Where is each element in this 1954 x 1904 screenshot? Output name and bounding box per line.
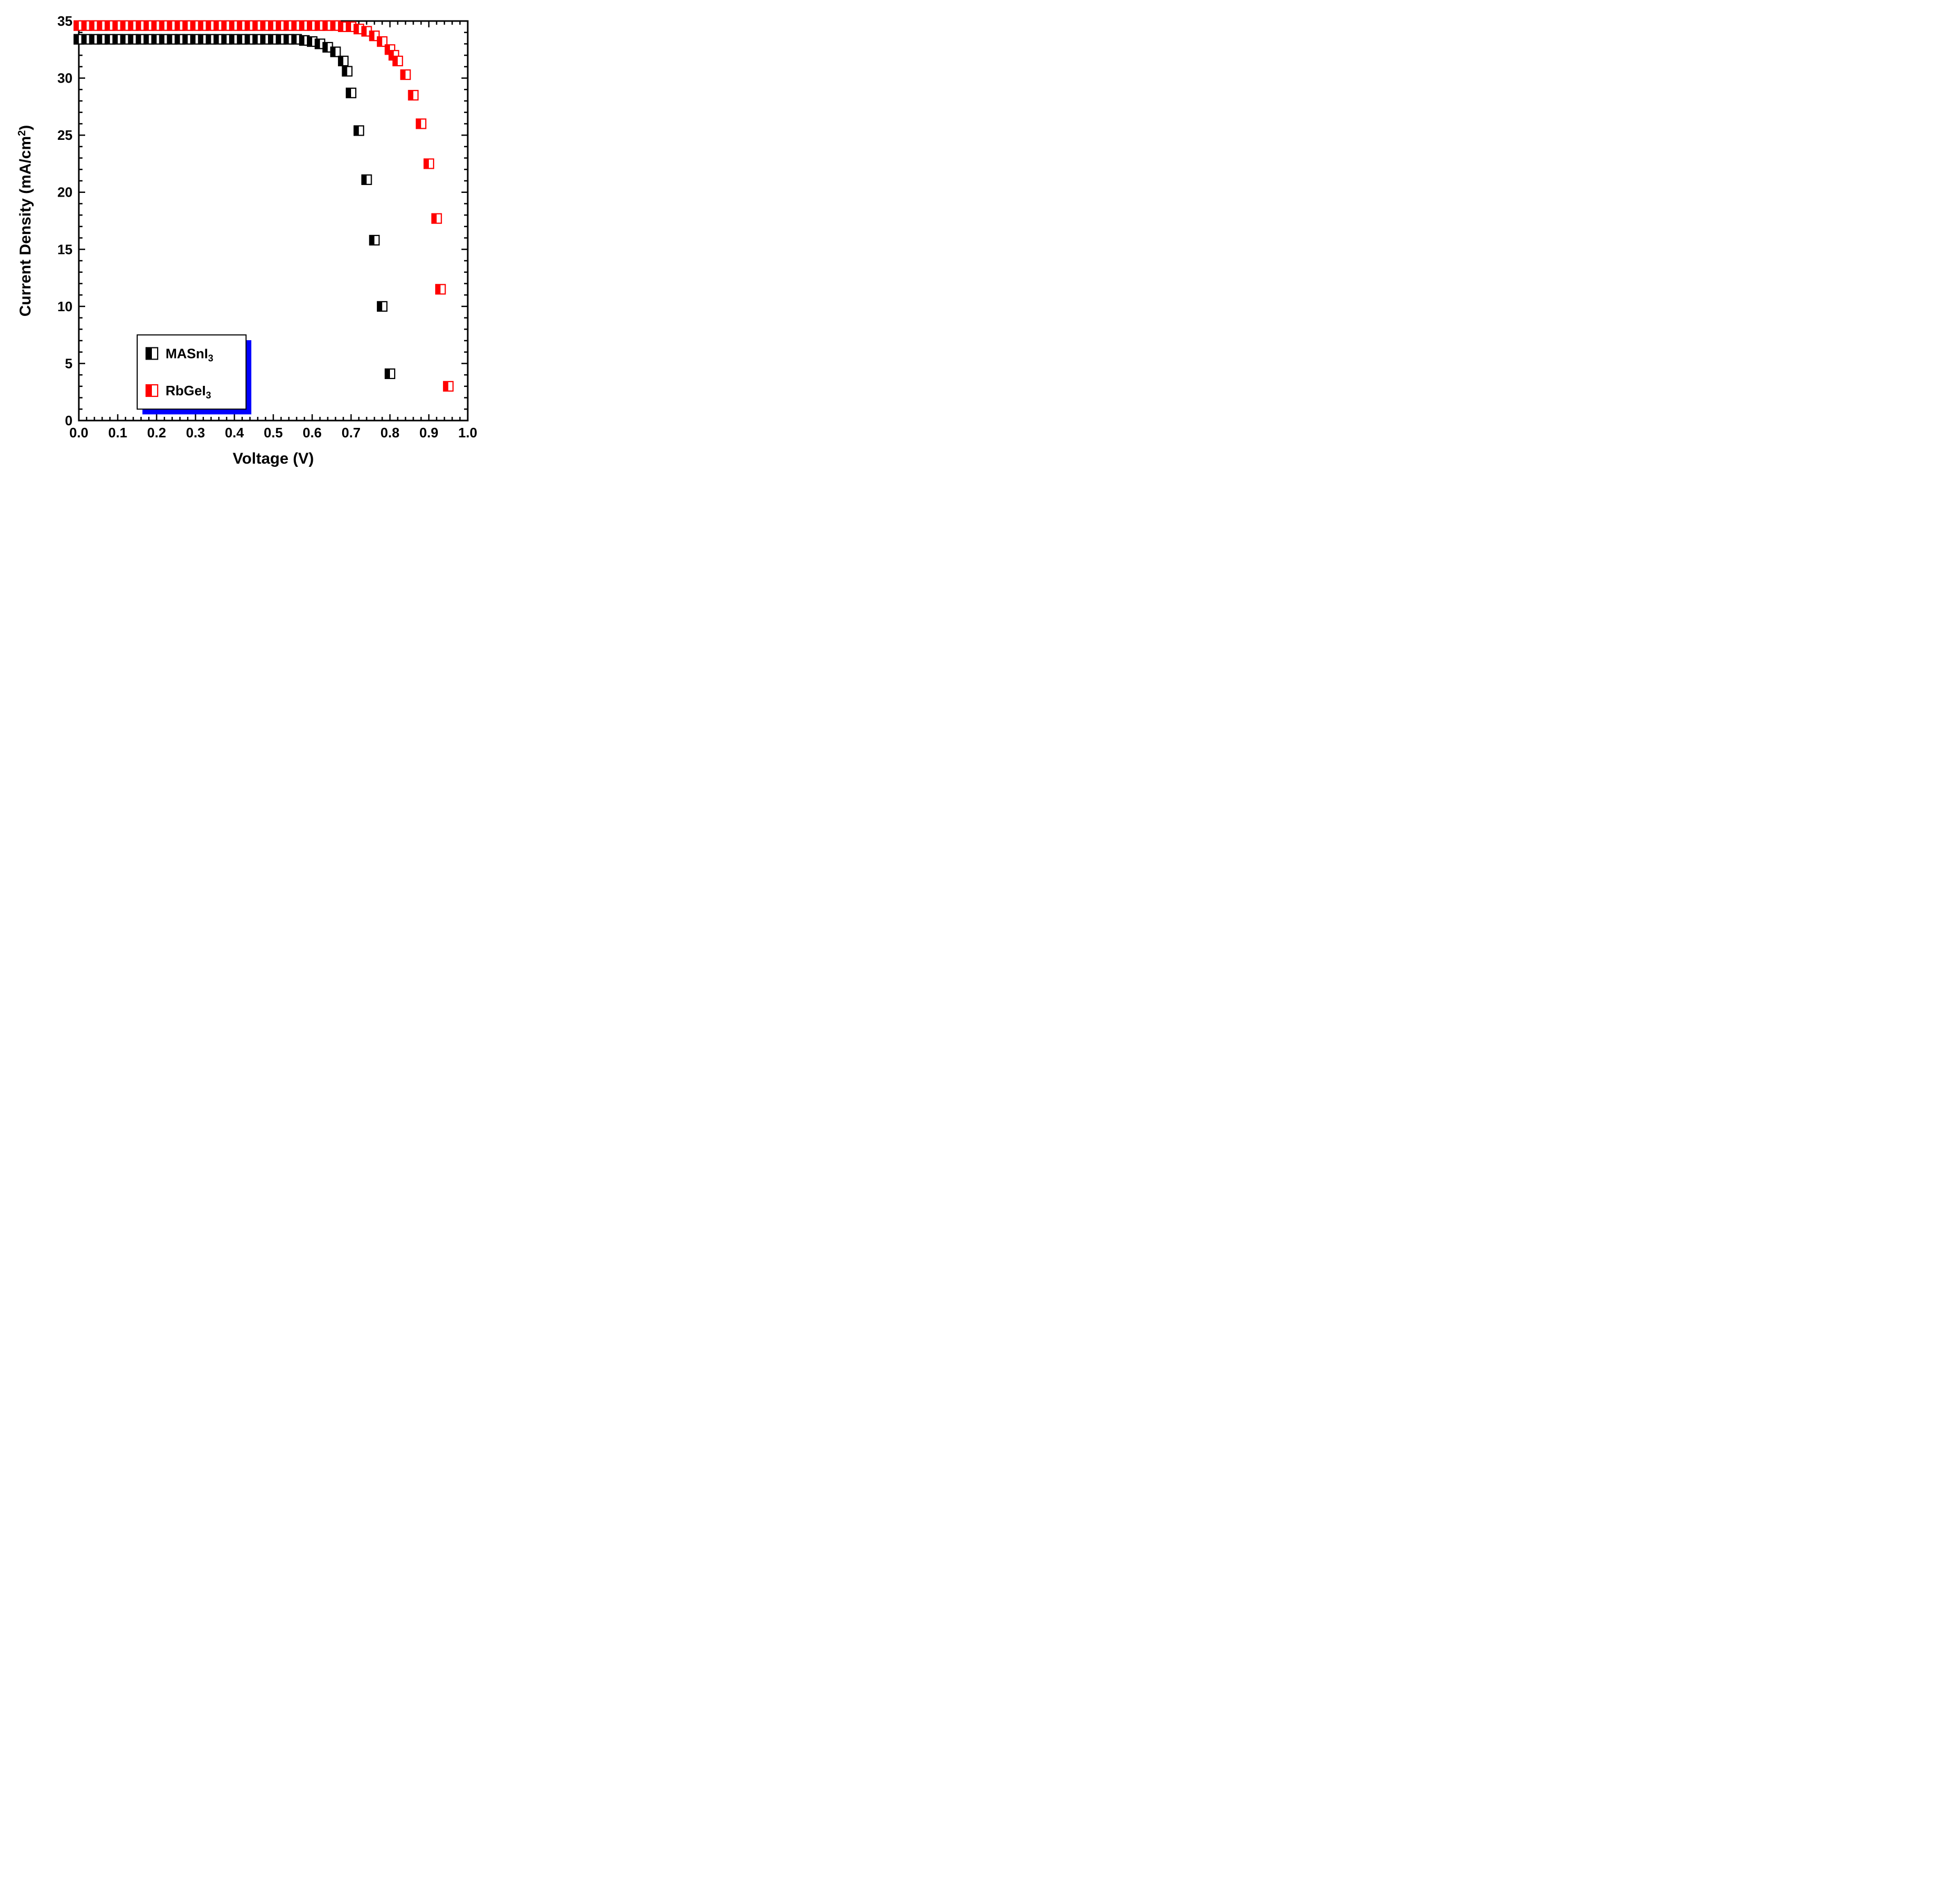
- x-tick-label: 0.8: [380, 425, 399, 441]
- y-tick-label: 25: [57, 127, 73, 143]
- x-tick-label: 0.3: [186, 425, 205, 441]
- y-tick-label: 30: [57, 70, 73, 86]
- x-tick-label: 0.7: [342, 425, 361, 441]
- jv-curve-chart: 0.00.10.20.30.40.50.60.70.80.91.00510152…: [11, 11, 484, 476]
- legend-label: RbGeI3: [166, 383, 211, 401]
- y-tick-label: 10: [57, 299, 73, 314]
- y-axis-label: Current Density (mA/cm2): [16, 125, 34, 317]
- y-tick-label: 35: [57, 13, 73, 29]
- x-tick-label: 0.5: [264, 425, 283, 441]
- y-tick-label: 5: [65, 355, 73, 371]
- x-tick-label: 0.4: [225, 425, 244, 441]
- chart-svg: 0.00.10.20.30.40.50.60.70.80.91.00510152…: [11, 11, 484, 473]
- x-tick-label: 0.9: [419, 425, 438, 441]
- x-tick-label: 0.2: [147, 425, 166, 441]
- x-tick-label: 0.6: [303, 425, 322, 441]
- x-axis-label: Voltage (V): [233, 450, 314, 467]
- y-tick-label: 15: [57, 241, 73, 257]
- x-tick-label: 1.0: [458, 425, 477, 441]
- y-tick-label: 20: [57, 185, 73, 200]
- x-tick-label: 0.1: [108, 425, 127, 441]
- y-tick-label: 0: [65, 413, 73, 428]
- legend-label: MASnI3: [166, 345, 213, 363]
